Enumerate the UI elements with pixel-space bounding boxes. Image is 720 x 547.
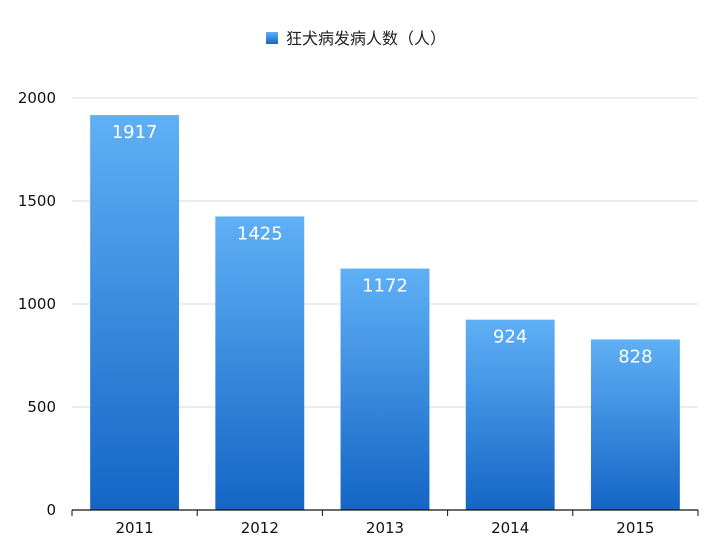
- x-tick-label: 2011: [116, 519, 154, 537]
- x-tick-label: 2013: [366, 519, 404, 537]
- y-tick-label: 1500: [18, 192, 56, 210]
- y-tick-label: 2000: [18, 89, 56, 107]
- legend-swatch: [266, 32, 278, 44]
- bar-data-label: 1172: [362, 276, 408, 297]
- bars: 1917 1425 1172 924 828: [90, 115, 680, 511]
- bar: [465, 319, 555, 510]
- y-tick-label: 500: [27, 398, 56, 416]
- x-tick-label: 2014: [491, 519, 529, 537]
- bar-data-label: 828: [618, 346, 652, 367]
- bar-data-label: 924: [493, 327, 527, 348]
- chart-legend: 狂犬病发病人数（人）: [266, 29, 446, 48]
- x-tick-label: 2015: [616, 519, 654, 537]
- y-tick-label: 1000: [18, 295, 56, 313]
- bar: [340, 268, 430, 510]
- bar: [590, 339, 680, 510]
- y-axis: 0 500 1000 1500 2000: [18, 89, 56, 519]
- bar: [90, 115, 180, 511]
- bar: [215, 216, 305, 510]
- legend-label: 狂犬病发病人数（人）: [286, 29, 446, 48]
- x-tick-label: 2012: [241, 519, 279, 537]
- bar-data-label: 1917: [112, 122, 158, 143]
- x-axis: 2011 2012 2013 2014 2015: [71, 509, 699, 537]
- bar-data-label: 1425: [237, 223, 283, 244]
- y-tick-label: 0: [46, 501, 56, 519]
